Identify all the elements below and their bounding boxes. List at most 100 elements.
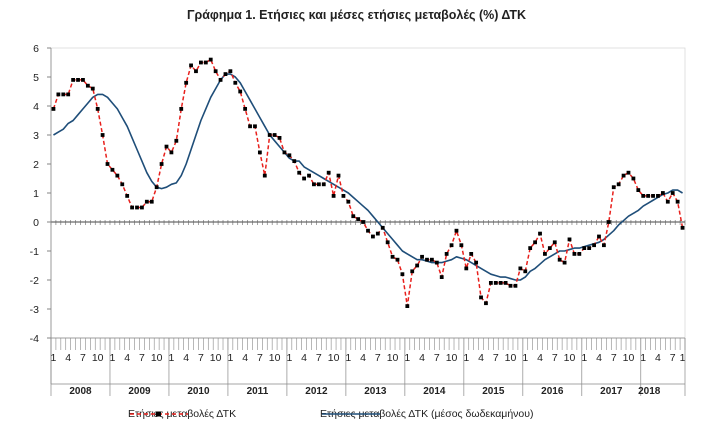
x-month-label: 1 [168, 352, 174, 364]
series-point-annual [415, 263, 420, 268]
series-point-annual [56, 92, 61, 97]
series-point-annual [81, 78, 85, 82]
series-point-annual [646, 194, 651, 198]
series-point-annual [144, 199, 149, 204]
series-point-annual [287, 153, 292, 158]
series-point-annual [331, 194, 336, 198]
x-month-label: 1 [110, 352, 116, 364]
legend-item-annual: Ετήσιες μεταβολές ΔΤΚ [128, 408, 236, 420]
series-point-annual [518, 266, 523, 271]
series-point-annual [100, 133, 105, 137]
series-point-annual [395, 257, 400, 262]
series-point-annual [592, 243, 596, 248]
series-point-annual [228, 69, 233, 74]
legend-label-average: Ετήσιες μεταβολές ΔΤΚ (μέσος δωδεκαμήνου… [320, 408, 534, 420]
x-month-label: 7 [493, 352, 499, 364]
y-tick-label: -4 [30, 333, 39, 345]
plot-area-frame [50, 47, 686, 339]
series-point-annual [636, 188, 641, 192]
y-tick-label: -2 [30, 275, 39, 287]
series-point-annual [459, 243, 464, 248]
series-point-annual [582, 246, 587, 250]
series-point-annual [611, 185, 616, 190]
series-point-annual [498, 281, 503, 285]
series-point-annual [552, 240, 557, 245]
series-point-annual [120, 182, 125, 187]
series-point-annual [76, 78, 80, 82]
x-month-label: 10 [623, 352, 635, 364]
series-point-annual [223, 72, 228, 76]
series-point-annual [316, 182, 321, 187]
x-year-label: 2014 [423, 386, 446, 397]
series-point-annual [51, 107, 56, 111]
series-point-annual [140, 205, 144, 210]
series-point-annual [513, 283, 518, 288]
x-month-label: 4 [183, 352, 189, 364]
series-point-annual [631, 176, 636, 181]
series-point-annual [189, 63, 193, 68]
series-point-annual [179, 107, 184, 111]
series-point-annual [375, 231, 380, 236]
x-year-label: 2010 [187, 386, 210, 397]
series-point-annual [533, 240, 537, 245]
x-month-label: 7 [80, 352, 86, 364]
series-point-annual [602, 243, 606, 248]
series-point-annual [194, 69, 198, 74]
series-point-annual [651, 194, 655, 198]
x-month-label: 7 [670, 352, 676, 364]
series-point-annual [66, 92, 71, 97]
series-point-annual [159, 162, 164, 166]
series-point-annual [400, 272, 405, 277]
series-point-annual [341, 194, 346, 198]
x-year-label: 2015 [482, 386, 505, 397]
series-point-annual [488, 281, 493, 285]
series-point-annual [410, 269, 415, 274]
series-line-annual [52, 58, 684, 307]
series-point-annual [680, 225, 685, 230]
legend-swatch-average [322, 413, 380, 415]
series-point-annual [621, 173, 626, 178]
series-point-annual [562, 260, 567, 265]
series-point-annual [493, 281, 498, 285]
x-month-label: 4 [478, 352, 484, 364]
series-point-annual [577, 252, 582, 256]
x-month-label: 7 [375, 352, 381, 364]
x-month-label: 7 [139, 352, 145, 364]
series-point-annual [606, 220, 611, 224]
series-point-annual [484, 301, 488, 306]
series-point-annual [543, 252, 547, 256]
series-point-annual [547, 246, 552, 250]
series-point-annual [405, 304, 410, 308]
series-point-annual [670, 191, 675, 195]
series-point-annual [567, 237, 572, 242]
x-month-label: 7 [552, 352, 558, 364]
series-point-annual [346, 199, 351, 204]
y-tick-label: -1 [30, 246, 39, 258]
series-point-annual [184, 80, 189, 85]
series-point-annual [135, 205, 139, 210]
axis-layer: 6 5 4 3 2 1 0 -1 -2 -3 -4 [30, 43, 52, 384]
series-point-annual [321, 182, 326, 187]
series-point-annual [164, 144, 169, 149]
series-point-annual [110, 167, 115, 172]
x-month-label: 1 [404, 352, 410, 364]
series-point-annual [154, 185, 159, 190]
y-tick-label: 0 [33, 217, 39, 229]
x-month-label: 4 [360, 352, 366, 364]
x-month-label: 10 [446, 352, 458, 364]
series-point-annual [95, 107, 100, 111]
series-point-annual [351, 214, 356, 219]
series-point-annual [464, 266, 469, 271]
x-month-label: 10 [269, 352, 281, 364]
series-point-annual [130, 205, 134, 210]
series-point-annual [115, 173, 120, 178]
series-point-annual [71, 78, 76, 82]
x-year-label: 2013 [364, 386, 387, 397]
series-point-annual [61, 92, 66, 97]
y-tick-label: 2 [33, 159, 39, 171]
series-point-annual [371, 234, 375, 239]
x-month-label: 10 [151, 352, 163, 364]
